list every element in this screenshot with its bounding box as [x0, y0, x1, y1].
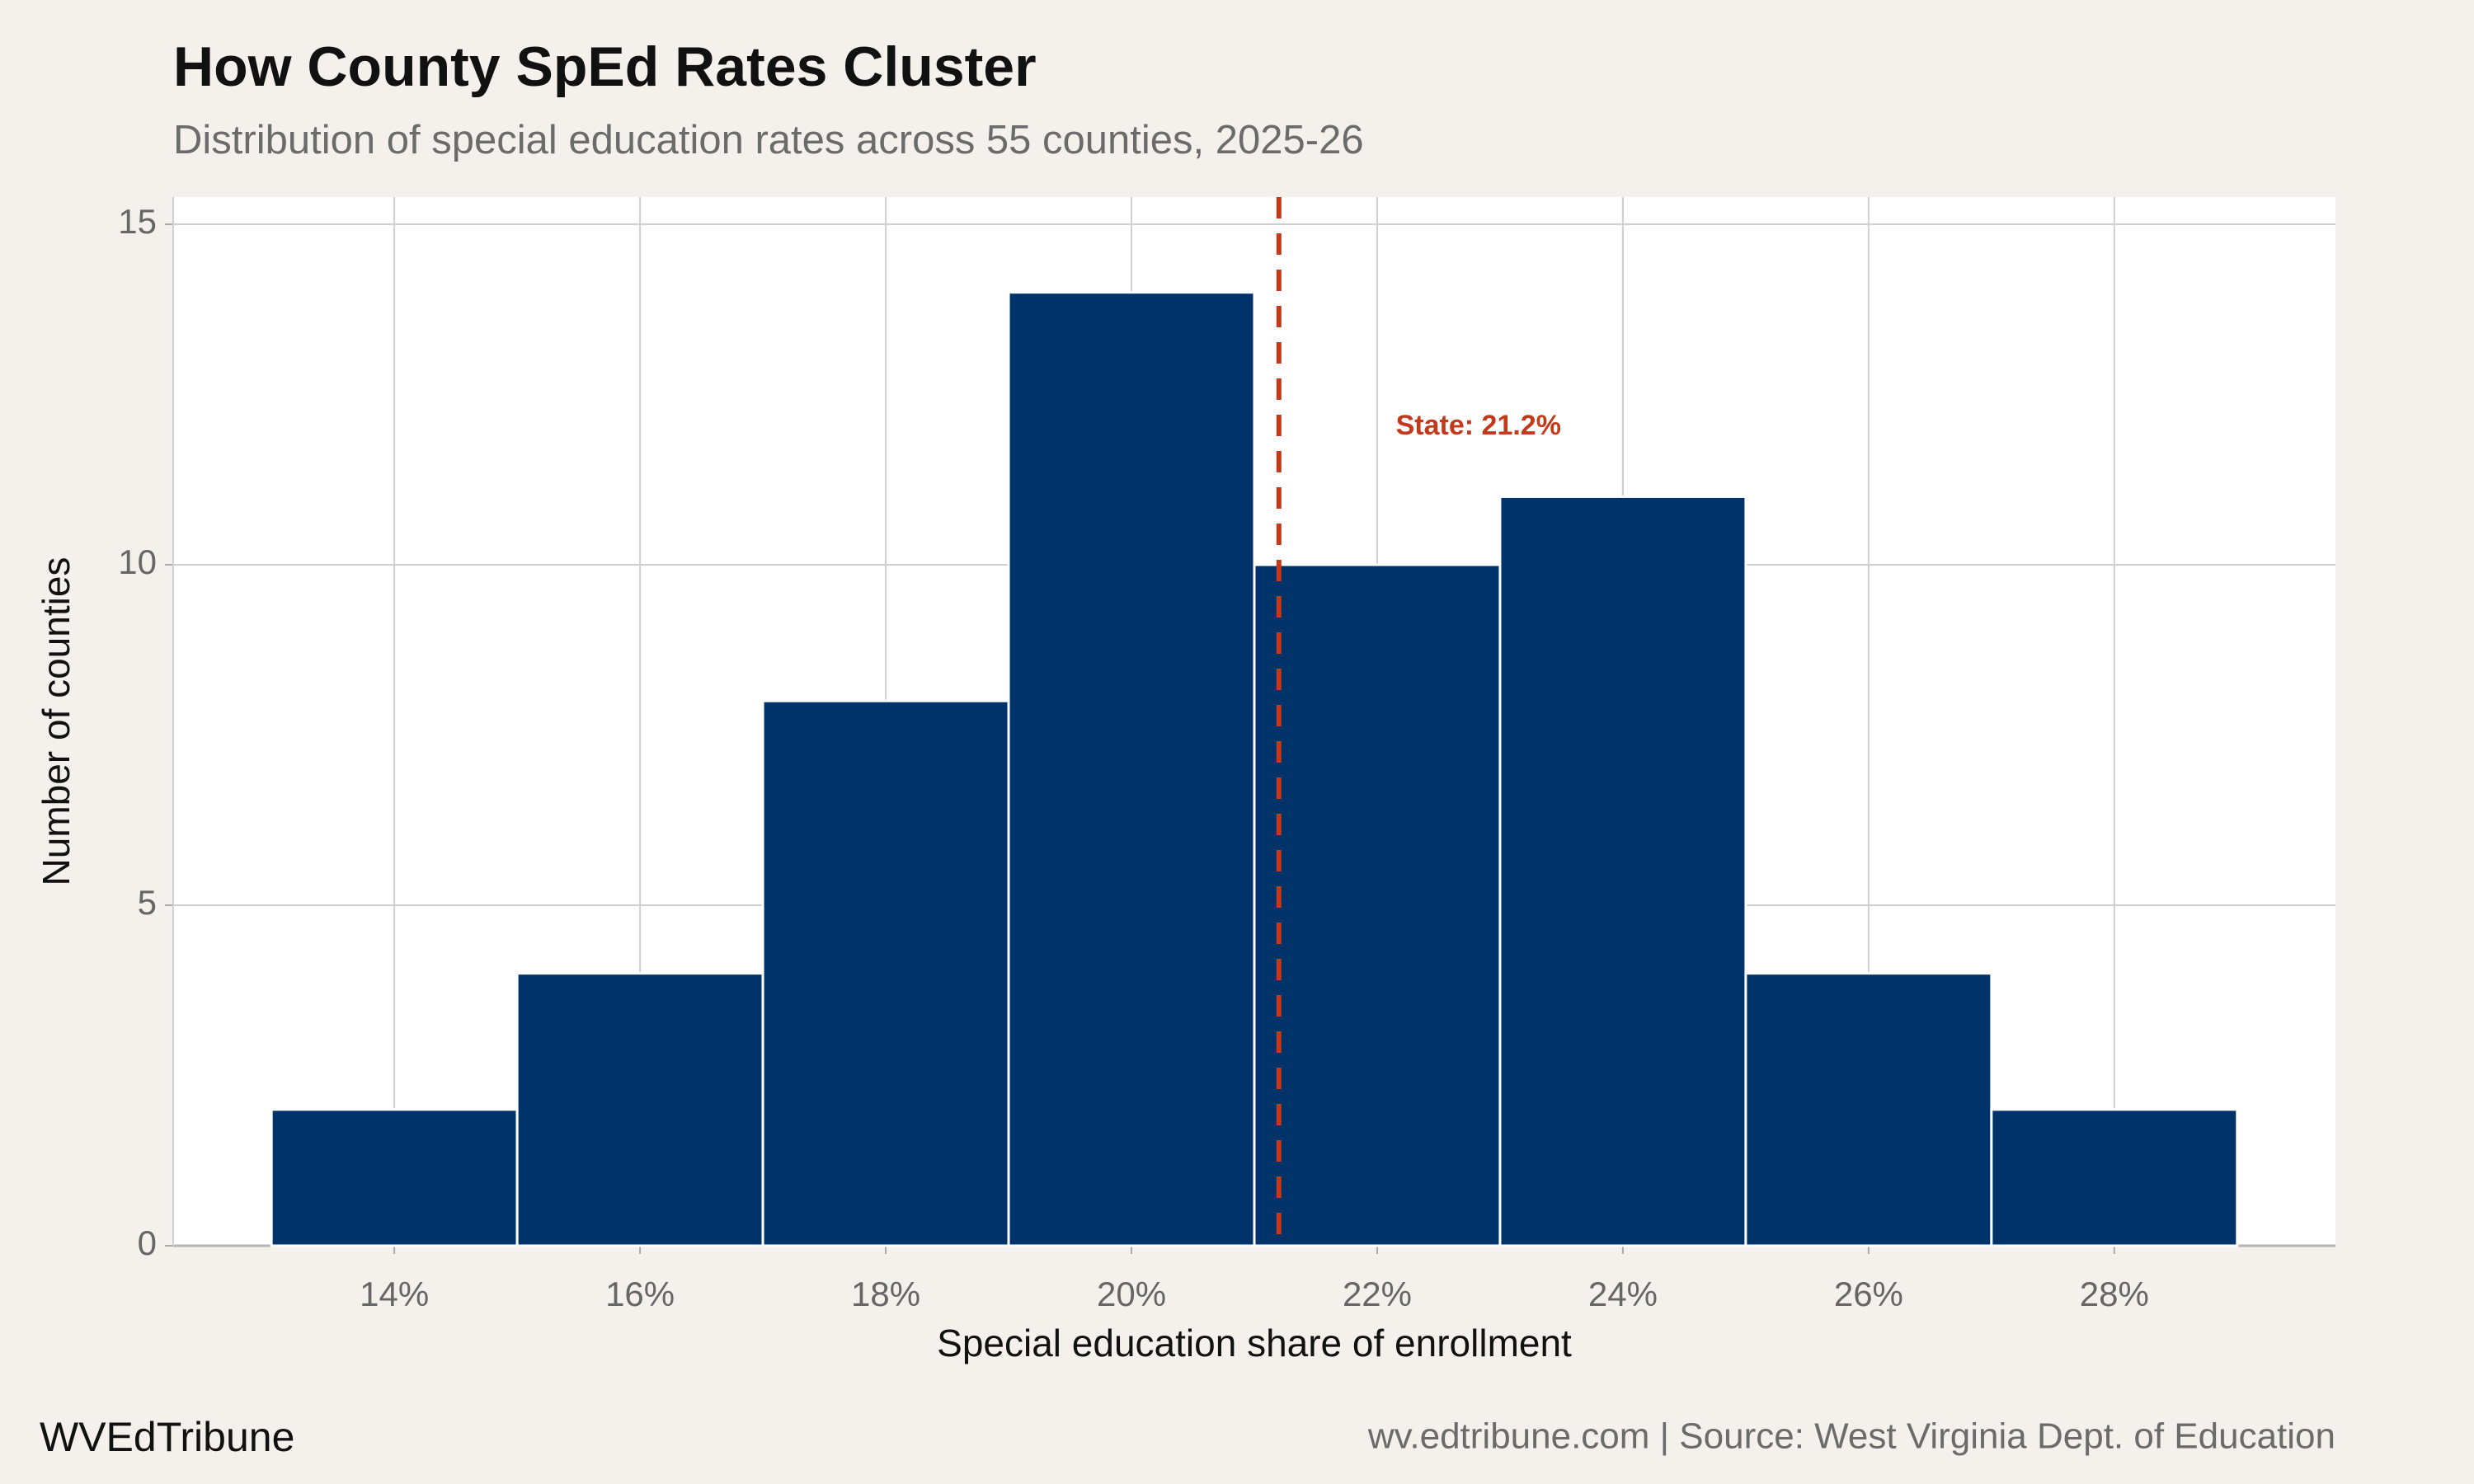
credit: WVEdTribune: [40, 1414, 294, 1460]
reference-label: State: 21.2%: [1396, 410, 1561, 441]
bar: [1498, 495, 1747, 1247]
x-tick-label: 26%: [1834, 1275, 1903, 1313]
x-tick-label: 28%: [2080, 1275, 2149, 1313]
x-tick-label: 14%: [360, 1275, 429, 1313]
overlay: State: 21.2%: [1276, 197, 1561, 1246]
bar: [1253, 563, 1502, 1247]
bars: [270, 291, 2239, 1247]
x-tick-label: 22%: [1343, 1275, 1412, 1313]
chart-title: How County SpEd Rates Cluster: [173, 35, 1037, 98]
bar: [270, 1108, 519, 1247]
bar: [515, 972, 764, 1247]
bar: [1744, 972, 1993, 1247]
x-tick-label: 18%: [851, 1275, 920, 1313]
x-tick-label: 24%: [1588, 1275, 1658, 1313]
x-tick-label: 20%: [1097, 1275, 1166, 1313]
y-tick-label: 10: [118, 542, 157, 581]
y-tick-label: 5: [138, 883, 157, 922]
x-axis-label: Special education share of enrollment: [937, 1322, 1572, 1364]
y-tick-label: 0: [138, 1223, 157, 1262]
y-axis-label: Number of counties: [35, 557, 78, 886]
source: wv.edtribune.com | Source: West Virginia…: [1367, 1416, 2335, 1457]
bar: [761, 699, 1010, 1247]
y-tick-label: 15: [118, 202, 157, 241]
x-tick-label: 16%: [605, 1275, 675, 1313]
bar: [1990, 1108, 2239, 1247]
bar: [1007, 291, 1256, 1247]
chart-subtitle: Distribution of special education rates …: [173, 118, 1364, 162]
